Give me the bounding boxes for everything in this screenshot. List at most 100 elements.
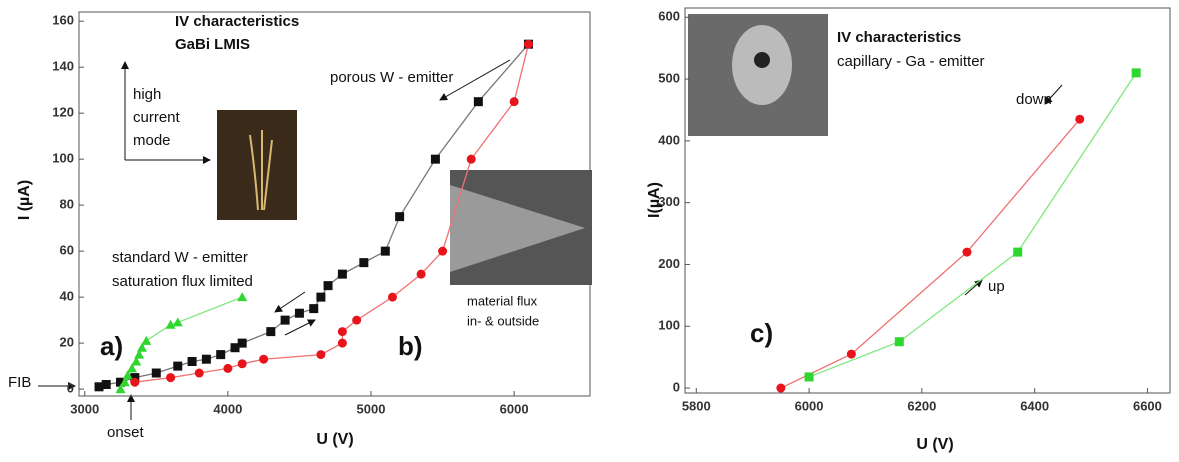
- marker: [136, 342, 147, 352]
- arrow: [1044, 84, 1063, 105]
- y-tick-label: 40: [60, 289, 74, 304]
- marker: [466, 154, 476, 164]
- arrow: [964, 279, 983, 296]
- series-line: [134, 44, 530, 383]
- x-tick-label: 3000: [70, 401, 99, 416]
- marker: [309, 304, 319, 314]
- arrow: [284, 319, 316, 336]
- y-tick-label: 160: [52, 13, 74, 28]
- annotation: down: [1016, 91, 1052, 108]
- marker: [122, 370, 133, 380]
- marker: [280, 315, 290, 325]
- marker: [216, 350, 226, 360]
- marker: [846, 349, 856, 359]
- annotation: capillary - Ga - emitter: [837, 53, 985, 70]
- marker: [173, 361, 183, 371]
- marker: [126, 363, 137, 373]
- marker: [1013, 247, 1023, 257]
- annotation: GaBi LMIS: [175, 36, 250, 53]
- y-tick-label: 0: [67, 381, 74, 396]
- x-tick-label: 6000: [795, 398, 824, 413]
- y-tick-label: 100: [658, 318, 680, 333]
- marker: [119, 377, 130, 387]
- marker: [387, 292, 397, 302]
- marker: [380, 246, 390, 256]
- marker: [165, 319, 176, 329]
- annotation: material flux: [467, 293, 538, 308]
- x-axis-label: U (V): [316, 431, 353, 448]
- marker: [1131, 68, 1141, 78]
- marker: [337, 338, 347, 348]
- y-tick-label: 400: [658, 132, 680, 147]
- marker: [115, 384, 126, 394]
- marker: [101, 380, 111, 390]
- marker: [194, 368, 204, 378]
- x-tick-label: 6400: [1020, 398, 1049, 413]
- marker: [894, 337, 904, 347]
- series-line: [808, 72, 1137, 378]
- annotation: mode: [133, 132, 171, 149]
- series-line: [780, 118, 1081, 389]
- x-tick-label: 6000: [500, 401, 529, 416]
- x-tick-label: 5800: [682, 398, 711, 413]
- marker: [201, 354, 211, 364]
- x-tick-label: 5000: [357, 401, 386, 416]
- sem-detail: [450, 185, 585, 272]
- x-tick-label: 6600: [1133, 398, 1162, 413]
- y-tick-label: 600: [658, 9, 680, 24]
- marker: [166, 373, 176, 383]
- sem-detail: [754, 52, 770, 68]
- marker: [259, 354, 269, 364]
- arrow: [439, 59, 511, 101]
- marker: [1075, 114, 1085, 124]
- marker: [776, 383, 786, 393]
- plot-frame: [684, 7, 1171, 394]
- annotation: onset: [107, 424, 145, 441]
- marker: [130, 373, 140, 383]
- x-axis-label: U (V): [916, 436, 953, 453]
- marker: [316, 292, 326, 302]
- plot-frame: [78, 11, 591, 397]
- marker: [509, 97, 519, 107]
- y-tick-label: 0: [673, 379, 680, 394]
- marker: [352, 315, 362, 325]
- annotation: b): [398, 331, 423, 361]
- annotation: saturation flux limited: [112, 273, 253, 290]
- annotation: a): [100, 331, 123, 361]
- x-tick-label: 4000: [213, 401, 242, 416]
- marker: [116, 377, 126, 387]
- marker: [323, 281, 333, 291]
- annotation: current: [133, 109, 181, 126]
- annotation: c): [750, 318, 773, 348]
- marker: [151, 368, 161, 378]
- marker: [141, 335, 152, 345]
- marker: [359, 258, 369, 268]
- marker: [804, 372, 814, 382]
- marker: [430, 154, 440, 164]
- annotation: high: [133, 86, 161, 103]
- marker: [337, 269, 347, 279]
- y-tick-label: 20: [60, 335, 74, 350]
- marker: [230, 343, 240, 353]
- y-tick-label: 120: [52, 105, 74, 120]
- marker: [237, 338, 247, 348]
- annotation: FIB: [8, 374, 31, 391]
- marker: [237, 292, 248, 302]
- marker: [172, 317, 183, 327]
- marker: [131, 356, 142, 366]
- photo-detail: [249, 130, 273, 211]
- marker: [294, 308, 304, 318]
- marker: [316, 350, 326, 360]
- marker: [94, 382, 104, 392]
- marker: [134, 349, 145, 359]
- y-tick-label: 60: [60, 243, 74, 258]
- y-tick-label: 200: [658, 256, 680, 271]
- annotation: IV characteristics: [837, 29, 961, 46]
- marker: [523, 39, 533, 49]
- marker: [187, 357, 197, 367]
- arrow: [274, 291, 306, 313]
- marker: [337, 327, 347, 337]
- x-tick-label: 6200: [907, 398, 936, 413]
- marker: [223, 363, 233, 373]
